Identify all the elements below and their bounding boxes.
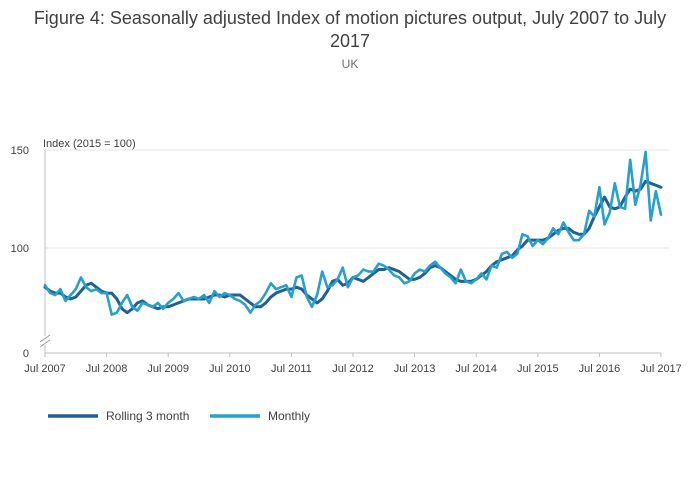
y-tick-label-100: 100 [11,243,29,255]
chart-subtitle: UK [341,57,359,71]
legend-item-monthly[interactable]: Monthly [210,409,310,423]
y-tick-label-150: 150 [11,145,29,157]
x-tick-label: Jul 2007 [24,363,66,375]
x-tick-label: Jul 2011 [271,363,312,375]
legend-label-monthly: Monthly [268,409,310,423]
x-tick-label: Jul 2016 [579,363,621,375]
x-tick-label: Jul 2009 [147,363,189,375]
x-tick-label: Jul 2008 [86,363,128,375]
axes: 0 100 150 Jul 2007 Jul 2008 Jul 2009 Jul 2010 J… [11,145,682,375]
x-tick-label: Jul 2010 [209,363,251,375]
legend-label-rolling-3-month: Rolling 3 month [106,409,189,423]
x-tick-label: Jul 2015 [517,363,559,375]
x-tick-label: Jul 2014 [455,363,497,375]
x-tick-label: Jul 2013 [394,363,436,375]
series-line-monthly [43,150,663,316]
x-tick-label: Jul 2012 [332,363,374,375]
chart-title: Figure 4: Seasonally adjusted Index of m… [33,8,667,51]
series-line-rolling-3-month [43,179,663,315]
y-tick-label-0: 0 [23,348,29,360]
y-axis-title: Index (2015 = 100) [43,138,136,150]
series-lines [43,150,663,316]
gridlines [45,149,669,249]
legend[interactable]: Rolling 3 month Monthly [48,409,310,423]
axis-break-icon [39,334,51,348]
x-tick-label: Jul 2017 [640,363,682,375]
legend-item-rolling-3-month[interactable]: Rolling 3 month [48,409,189,423]
